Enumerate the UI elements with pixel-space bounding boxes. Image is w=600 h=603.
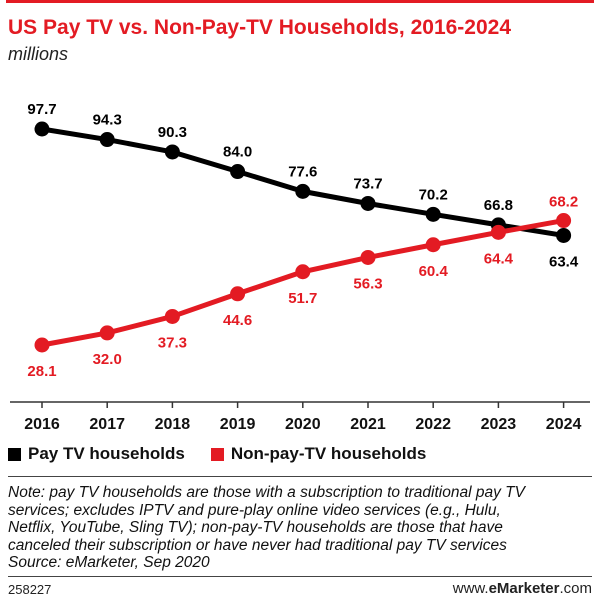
non-pay-tv-point-2023 <box>490 224 506 240</box>
x-tick-label-2021: 2021 <box>350 416 386 433</box>
non-pay-tv-point-2018 <box>164 308 180 324</box>
pay-tv-point-2017 <box>99 132 115 148</box>
x-tick-label-2016: 2016 <box>24 416 60 433</box>
non-pay-tv-data-label-2016: 28.1 <box>27 363 56 380</box>
legend-item-pay-tv: Pay TV households <box>8 444 185 464</box>
chart-title: US Pay TV vs. Non-Pay-TV Households, 201… <box>8 16 512 39</box>
pay-tv-point-2016 <box>34 121 50 137</box>
legend-label-non-pay-tv: Non-pay-TV households <box>230 444 427 463</box>
pay-tv-point-2021 <box>360 195 376 211</box>
legend-label-pay-tv: Pay TV households <box>28 444 185 463</box>
note-source: Source: eMarketer, Sep 2020 <box>8 554 210 571</box>
non-pay-tv-data-label-2022: 60.4 <box>419 263 449 280</box>
site-brand: eMarketer <box>488 580 560 597</box>
pay-tv-point-2019 <box>230 164 246 180</box>
non-pay-tv-point-2019 <box>230 286 246 302</box>
pay-tv-point-2022 <box>425 206 441 222</box>
pay-tv-data-label-2018: 90.3 <box>158 124 187 141</box>
note-line-4: canceled their subscription or have neve… <box>8 536 507 554</box>
line-chart: 2016 2017 2018 2019 2020 2021 2022 2023 2024 97.7… <box>10 101 590 433</box>
pay-tv-data-label-2024: 63.4 <box>549 253 579 270</box>
pay-tv-data-label-2019: 84.0 <box>223 144 252 161</box>
site-suffix: .com <box>559 580 592 597</box>
non-pay-tv-data-label-2020: 51.7 <box>288 290 317 307</box>
pay-tv-swatch <box>8 447 21 461</box>
note-line-1: Note: pay TV households are those with a… <box>8 484 525 501</box>
chart-subtitle: millions <box>8 44 69 64</box>
top-accent-line <box>6 0 594 3</box>
note-line-2: services; excludes IPTV and pure-play on… <box>8 501 501 519</box>
pay-tv-data-label-2020: 77.6 <box>288 163 317 180</box>
note-divider-bottom <box>8 576 592 577</box>
non-pay-tv-point-2020 <box>295 264 311 280</box>
x-tick-label-2018: 2018 <box>155 416 191 433</box>
non-pay-tv-series-line <box>41 218 565 348</box>
note-line-3: Netflix, YouTube, Sling TV); non-pay-TV … <box>8 519 503 536</box>
x-tick-label-2022: 2022 <box>415 416 451 433</box>
non-pay-tv-swatch <box>210 447 224 461</box>
x-tick-label-2024: 2024 <box>546 416 582 433</box>
non-pay-tv-data-label-2017: 32.0 <box>93 351 122 368</box>
x-tick-label-2017: 2017 <box>89 416 125 433</box>
non-pay-tv-data-label-2024: 68.2 <box>549 194 578 211</box>
non-pay-tv-point-2016 <box>34 337 50 353</box>
non-pay-tv-data-label-2019: 44.6 <box>223 312 252 329</box>
non-pay-tv-data-label-2018: 37.3 <box>158 334 187 351</box>
chart-legend: Pay TV households Non-pay-TV households <box>8 444 452 464</box>
non-pay-tv-data-label-2023: 64.4 <box>484 250 514 267</box>
legend-item-non-pay-tv: Non-pay-TV households <box>210 444 427 464</box>
chart-note: Note: pay TV households are those with a… <box>8 484 592 572</box>
pay-tv-data-label-2021: 73.7 <box>353 175 382 192</box>
pay-tv-data-label-2022: 70.2 <box>419 186 448 203</box>
site-prefix: www. <box>452 580 489 597</box>
non-pay-tv-point-2022 <box>425 237 441 253</box>
pay-tv-point-2020 <box>295 183 311 199</box>
chart-id: 258227 <box>8 582 52 597</box>
site-link[interactable]: www.eMarketer.com <box>453 580 592 597</box>
non-pay-tv-point-2024 <box>556 213 572 229</box>
note-divider-top <box>8 476 592 477</box>
pay-tv-point-2018 <box>164 144 180 160</box>
pay-tv-data-label-2017: 94.3 <box>93 112 122 129</box>
pay-tv-point-2024 <box>556 227 572 243</box>
pay-tv-data-label-2016: 97.7 <box>27 101 56 118</box>
pay-tv-series-line <box>41 126 564 238</box>
non-pay-tv-data-label-2021: 56.3 <box>353 275 382 292</box>
non-pay-tv-point-2017 <box>99 325 115 341</box>
x-tick-label-2020: 2020 <box>285 416 321 433</box>
x-tick-label-2019: 2019 <box>220 416 256 433</box>
non-pay-tv-point-2021 <box>360 249 376 265</box>
x-tick-label-2023: 2023 <box>481 416 517 433</box>
pay-tv-data-label-2023: 66.8 <box>484 197 513 214</box>
